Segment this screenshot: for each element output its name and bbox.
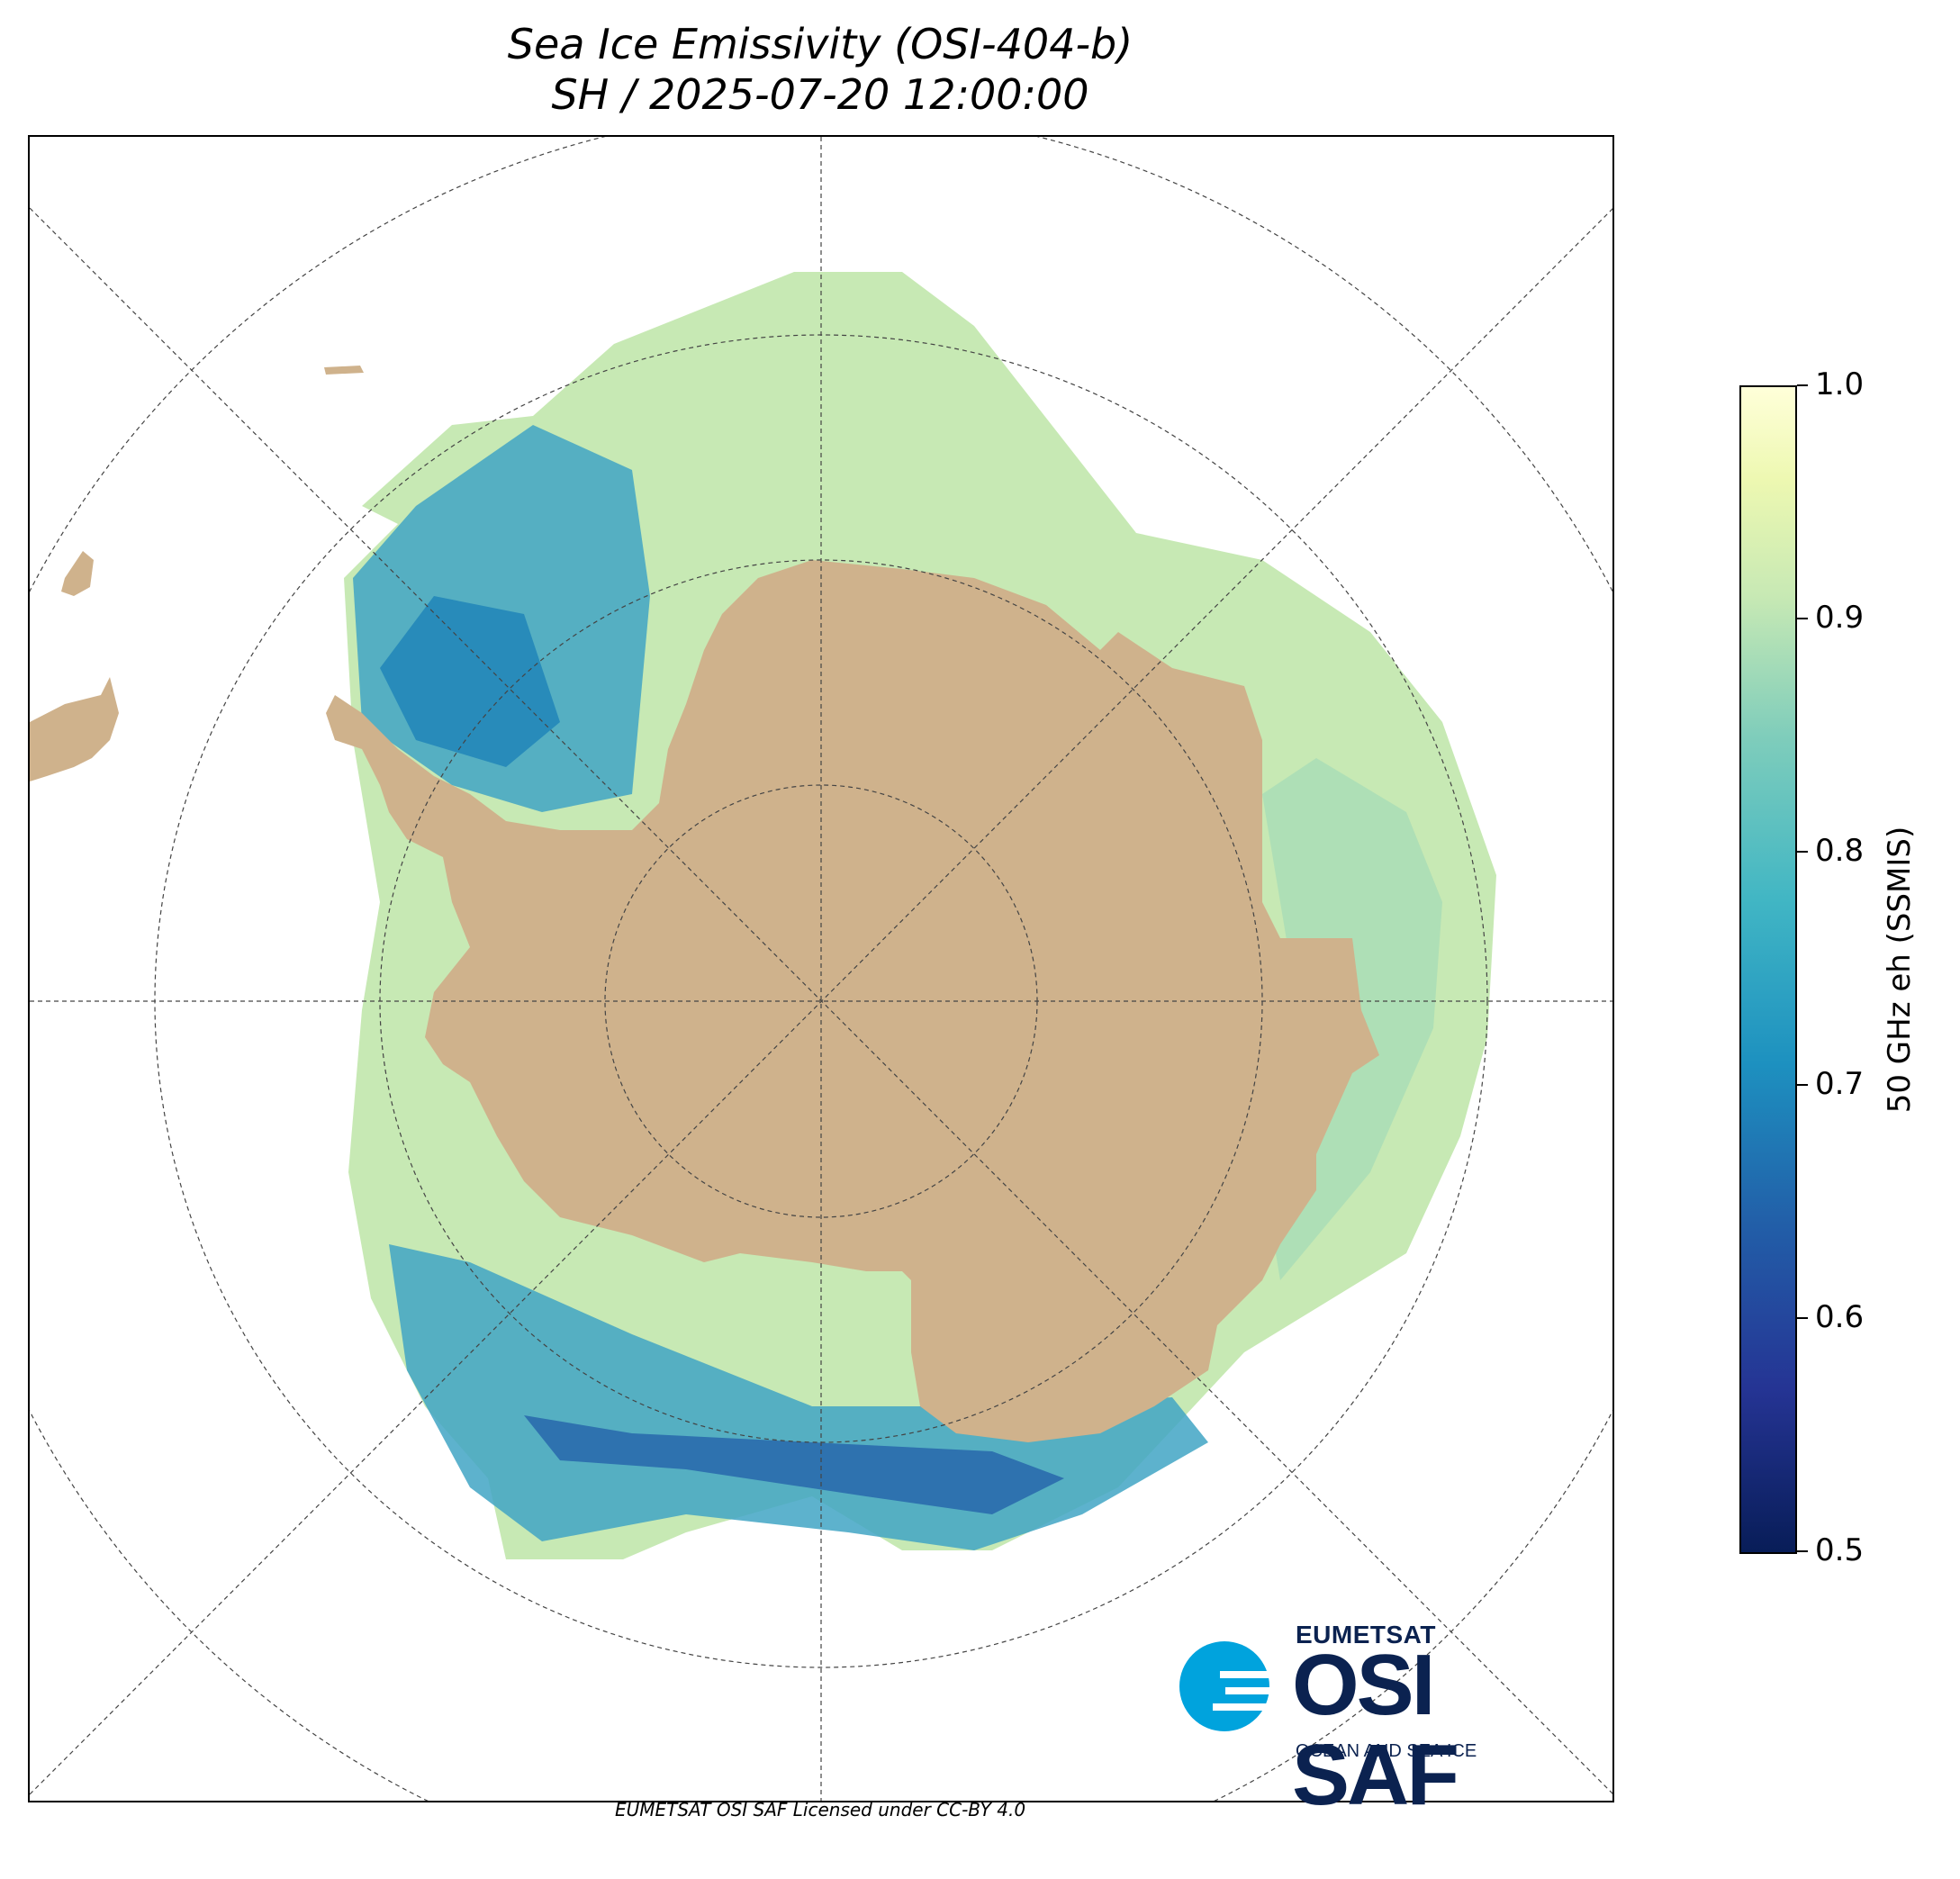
- meridian-line: [30, 208, 1612, 1795]
- osi-saf-logo: EUMETSAT OSI SAF OCEAN AND SEA ICE: [1175, 1621, 1589, 1820]
- colorbar-tick-label: 1.0: [1815, 366, 1865, 402]
- falkland-islands: [61, 551, 94, 596]
- colorbar-label: 50 GHz eh (SSMIS): [1882, 826, 1918, 1114]
- map-subtitle: SH / 2025-07-20 12:00:00: [551, 70, 1089, 119]
- sea-ice-weddell-core: [380, 596, 560, 767]
- logo-osisaf-text: OSI SAF: [1292, 1637, 1459, 1823]
- south-georgia: [324, 366, 364, 375]
- license-text: EUMETSAT OSI SAF Licensed under CC-BY 4.…: [614, 1799, 1026, 1820]
- colorbar-tick-label: 0.5: [1815, 1532, 1865, 1568]
- colorbar-tick: [1797, 1084, 1808, 1086]
- map-title: Sea Ice Emissivity (OSI-404-b): [507, 20, 1134, 68]
- map-panel[interactable]: [28, 135, 1614, 1802]
- colorbar-tick-label: 0.8: [1815, 833, 1865, 869]
- sea-ice-ross-core: [524, 1415, 1064, 1514]
- colorbar-tick: [1797, 851, 1808, 853]
- osi-saf-logo-mark: [1179, 1641, 1274, 1731]
- colorbar-tick: [1797, 618, 1808, 619]
- polar-map[interactable]: [30, 137, 1612, 1801]
- logo-eumetsat-text: EUMETSAT: [1296, 1621, 1436, 1649]
- logo-subtitle-text: OCEAN AND SEA ICE: [1296, 1741, 1477, 1761]
- colorbar-tick-label: 0.9: [1815, 600, 1865, 636]
- south-america-landmass: [30, 677, 119, 781]
- colorbar-tick: [1797, 384, 1808, 386]
- colorbar: [1739, 385, 1797, 1554]
- colorbar-tick: [1797, 1317, 1808, 1319]
- colorbar-tick: [1797, 1550, 1808, 1552]
- colorbar-tick-label: 0.6: [1815, 1299, 1865, 1335]
- colorbar-tick-label: 0.7: [1815, 1066, 1865, 1102]
